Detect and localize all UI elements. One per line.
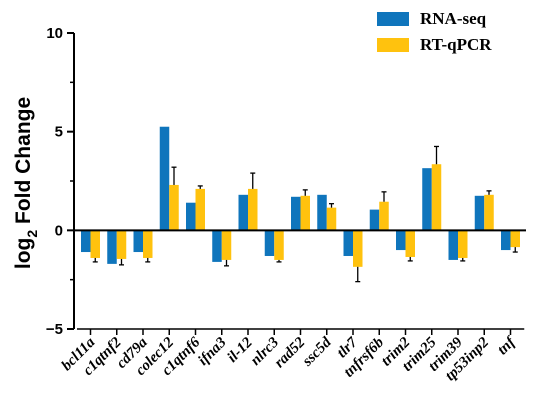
bar-rna-seq-tnf <box>501 230 511 251</box>
bar-rna-seq-rad52 <box>291 196 301 231</box>
bar-rna-seq-tp53inp2 <box>474 195 485 231</box>
y-axis-label-main: log <box>12 238 35 270</box>
y-tick-label: 10 <box>46 25 63 42</box>
bar-rt-qpcr-colec12 <box>169 184 179 231</box>
bar-rna-seq-trim25 <box>422 168 432 231</box>
bar-rna-seq-c1qtnf2 <box>107 230 117 264</box>
bar-rna-seq-colec12 <box>159 126 170 231</box>
bar-rna-seq-ifna3 <box>212 230 222 262</box>
bar-rt-qpcr-trim25 <box>431 164 442 231</box>
x-tick-label-tnf: tnf <box>495 333 520 358</box>
legend: RNA-seq RT-qPCR <box>377 9 492 54</box>
bar-rna-seq-il-12 <box>238 194 248 231</box>
bar-rt-qpcr-trim2 <box>405 230 415 257</box>
bar-rt-qpcr-ssc5d <box>326 207 337 231</box>
legend-label-rna-seq: RNA-seq <box>420 9 487 28</box>
bar-rt-qpcr-tnf <box>510 230 520 248</box>
y-axis-label: log2 Fold Change <box>12 97 40 269</box>
bar-rna-seq-cd79a <box>133 230 143 253</box>
bar-rna-seq-trim2 <box>396 230 406 251</box>
y-axis-label-subscript: 2 <box>24 230 40 238</box>
y-axis-label-rest: Fold Change <box>12 97 35 230</box>
bar-rt-qpcr-cd79a <box>143 230 153 258</box>
x-tick-label-ifna3: ifna3 <box>195 334 230 369</box>
y-tick-label: 5 <box>55 124 63 141</box>
legend-label-rt-qpcr: RT-qPCR <box>420 35 492 54</box>
bar-rt-qpcr-rad52 <box>300 195 310 231</box>
x-tick-label-rad52: rad52 <box>272 334 309 371</box>
bar-rna-seq-c1qtnf6 <box>186 202 196 231</box>
bar-rna-seq-nlrc3 <box>264 230 275 256</box>
bar-rt-qpcr-tnfrsf6b <box>379 201 389 231</box>
bar-rt-qpcr-nlrc3 <box>274 230 284 260</box>
bar-rt-qpcr-c1qtnf2 <box>116 230 127 259</box>
x-tick-label-ssc5d: ssc5d <box>299 334 335 370</box>
bar-rt-qpcr-trim39 <box>458 230 468 258</box>
bar-rna-seq-tlr7 <box>343 230 353 256</box>
bar-rt-qpcr-il-12 <box>248 188 258 231</box>
bar-rt-qpcr-ifna3 <box>221 230 232 260</box>
y-tick-label: 0 <box>55 222 63 239</box>
legend-swatch-rna-seq <box>377 12 409 26</box>
bar-rt-qpcr-bcl11a <box>90 230 100 258</box>
bar-rna-seq-ssc5d <box>317 194 327 231</box>
bar-rt-qpcr-c1qtnf6 <box>195 188 205 231</box>
legend-swatch-rt-qpcr <box>377 38 409 52</box>
bar-rna-seq-tnfrsf6b <box>369 209 380 231</box>
y-tick-label: −5 <box>46 321 63 338</box>
bar-rna-seq-trim39 <box>448 230 458 260</box>
bar-rt-qpcr-tlr7 <box>353 230 363 267</box>
svg-text:log2 Fold Change: log2 Fold Change <box>12 97 40 269</box>
bar-rt-qpcr-tp53inp2 <box>484 194 494 231</box>
bar-rna-seq-bcl11a <box>81 230 91 253</box>
